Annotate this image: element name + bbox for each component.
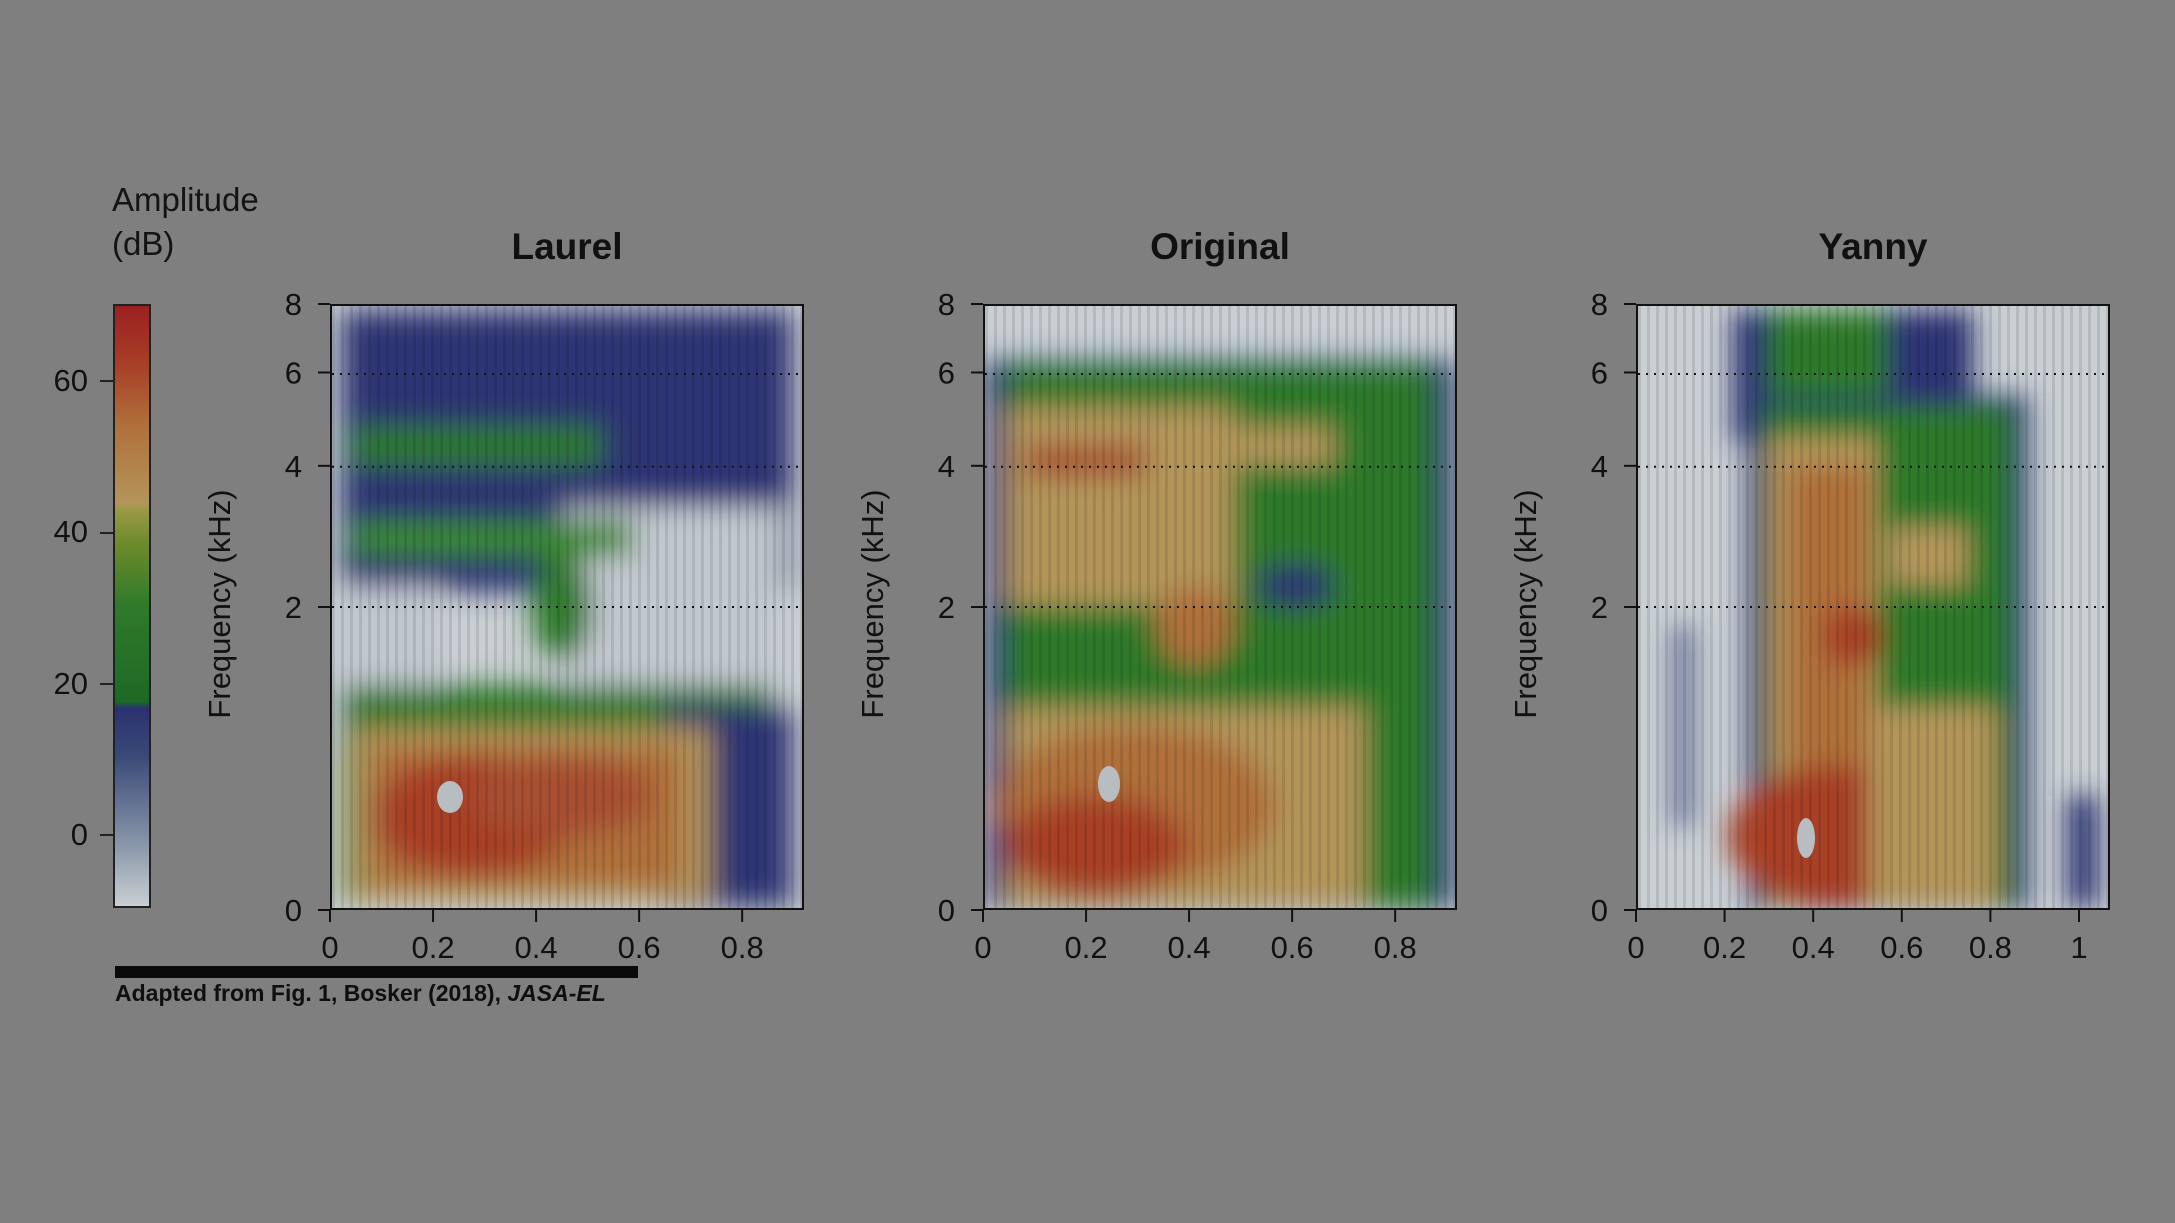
legend-title-line2: (dB) (112, 225, 175, 262)
panel-title: Original (1150, 226, 1290, 267)
x-tick-label: 0 (974, 930, 991, 965)
y-tick-label: 8 (938, 287, 955, 322)
spectrogram-peak (437, 781, 463, 813)
x-tick-label: 0.8 (721, 930, 764, 965)
y-axis-label: Frequency (kHz) (202, 489, 237, 718)
spectrogram-original (983, 304, 1457, 910)
spectrogram-texture (332, 306, 802, 908)
y-tick-label: 4 (938, 449, 955, 484)
x-tick-label: 0.2 (1703, 930, 1746, 965)
panel-title: Yanny (1818, 226, 1928, 267)
x-tick-label: 0 (321, 930, 338, 965)
y-tick-label: 6 (285, 355, 302, 390)
y-axis-label: Frequency (kHz) (1508, 489, 1543, 718)
x-tick-label: 0.8 (1374, 930, 1417, 965)
x-tick-label: 0.6 (1271, 930, 1314, 965)
spectrogram-svg (1638, 306, 2108, 908)
y-tick-label: 2 (1591, 590, 1608, 625)
colorbar-tick (100, 380, 113, 382)
legend-title-line1: Amplitude (112, 181, 259, 218)
x-tick-label: 0.4 (515, 930, 558, 965)
footer-bar (115, 966, 638, 978)
x-tick-label: 0.2 (411, 930, 454, 965)
y-tick-label: 0 (1591, 893, 1608, 928)
spectrogram-yanny (1636, 304, 2110, 910)
legend-title: Amplitude (dB) (112, 178, 259, 266)
colorbar-tick (100, 532, 113, 534)
spectrogram-svg (332, 306, 802, 908)
y-tick-label: 8 (1591, 287, 1608, 322)
x-tick-label: 0.4 (1168, 930, 1211, 965)
panel-title: Laurel (511, 226, 623, 267)
x-tick-label: 0 (1627, 930, 1644, 965)
colorbar-label-0: 0 (70, 817, 88, 852)
citation: Adapted from Fig. 1, Bosker (2018), JASA… (115, 980, 606, 1007)
y-tick-label: 8 (285, 287, 302, 322)
x-tick-label: 0.4 (1792, 930, 1835, 965)
y-tick-label: 6 (938, 355, 955, 390)
x-tick-label: 0.6 (1880, 930, 1923, 965)
spectrogram-laurel (330, 304, 804, 910)
y-tick-label: 4 (285, 449, 302, 484)
y-tick-label: 6 (1591, 355, 1608, 390)
x-tick-label: 0.6 (618, 930, 661, 965)
colorbar-label-40: 40 (53, 514, 88, 549)
y-tick-label: 2 (285, 590, 302, 625)
y-tick-label: 0 (285, 893, 302, 928)
x-tick-label: 0.2 (1064, 930, 1107, 965)
amplitude-colorbar (113, 304, 151, 908)
spectrogram-svg (985, 306, 1455, 908)
x-tick-label: 0.8 (1969, 930, 2012, 965)
colorbar-tick (100, 683, 113, 685)
y-tick-label: 2 (938, 590, 955, 625)
spectrogram-peak (1797, 818, 1815, 858)
spectrogram-texture (985, 306, 1455, 908)
colorbar-label-60: 60 (53, 363, 88, 398)
spectrogram-texture (1638, 306, 2108, 908)
y-tick-label: 4 (1591, 449, 1608, 484)
citation-journal: JASA-EL (507, 980, 606, 1006)
x-tick-label: 1 (2070, 930, 2087, 965)
citation-text: Adapted from Fig. 1, Bosker (2018), (115, 980, 508, 1006)
colorbar-label-20: 20 (53, 666, 88, 701)
y-tick-label: 0 (938, 893, 955, 928)
y-axis-label: Frequency (kHz) (855, 489, 890, 718)
colorbar-tick (100, 834, 113, 836)
spectrogram-peak (1098, 766, 1120, 802)
